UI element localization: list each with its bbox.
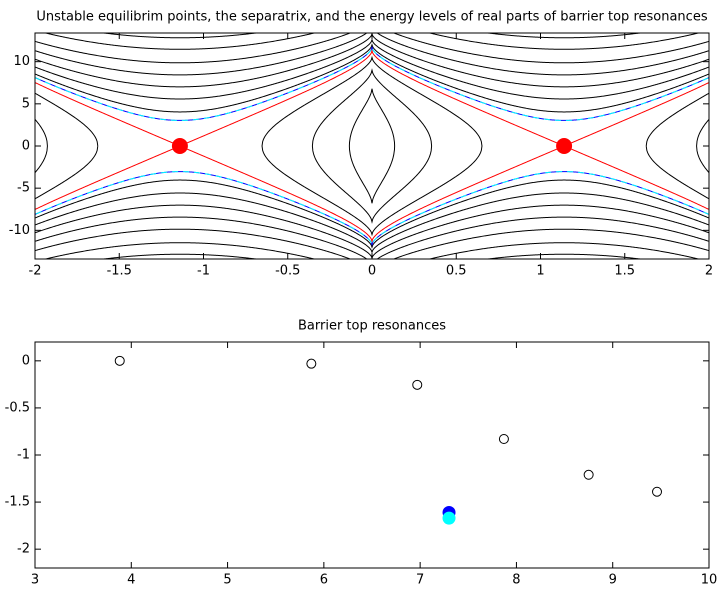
contour-line <box>348 88 396 204</box>
x-tick-label: 4 <box>127 573 135 588</box>
contour-line <box>261 55 483 237</box>
contour-line <box>311 68 433 224</box>
x-tick-label: 1.5 <box>614 264 635 279</box>
data-point <box>114 355 125 366</box>
x-tick-label: 3 <box>31 573 39 588</box>
x-tick-label: -0.5 <box>275 264 300 279</box>
contour-line <box>35 33 709 259</box>
y-tick-label: -1 <box>17 448 30 463</box>
plot-area <box>114 355 663 525</box>
x-tick-label: -2 <box>29 264 42 279</box>
x-tick-label: 0.5 <box>446 264 467 279</box>
x-tick-label: 8 <box>512 573 520 588</box>
data-point <box>583 469 594 480</box>
x-tick-label: -1 <box>197 264 210 279</box>
y-tick-label: -2 <box>17 542 30 557</box>
data-point <box>412 379 423 390</box>
x-tick-label: 10 <box>701 573 718 588</box>
y-tick-label: 0 <box>22 139 30 154</box>
contour-line <box>35 33 709 259</box>
data-point <box>652 486 663 497</box>
x-tick-label: 5 <box>223 573 231 588</box>
contour-line <box>35 45 709 247</box>
chart-title: Barrier top resonances <box>298 319 446 334</box>
contour-line <box>35 38 709 254</box>
contour-line <box>35 43 709 249</box>
plot-area <box>35 33 709 259</box>
data-point <box>442 511 456 525</box>
x-tick-label: 6 <box>320 573 328 588</box>
y-tick-label: -1.5 <box>5 495 30 510</box>
data-point <box>498 433 509 444</box>
equilibrium-point <box>556 138 573 154</box>
y-tick-label: -0.5 <box>5 400 30 415</box>
equilibrium-point <box>171 138 188 154</box>
x-tick-label: -1.5 <box>107 264 132 279</box>
y-tick-label: 10 <box>13 54 30 69</box>
y-tick-label: -5 <box>17 181 30 196</box>
y-tick-label: 0 <box>22 353 30 368</box>
contour-line <box>696 119 709 173</box>
contour-line <box>100 33 644 259</box>
contour-line <box>645 92 709 200</box>
contour-line <box>35 119 48 173</box>
y-tick-label: 5 <box>22 96 30 111</box>
contour-line <box>35 92 99 200</box>
contour-line <box>35 49 709 243</box>
x-tick-label: 0 <box>368 264 376 279</box>
y-tick-label: -10 <box>9 223 30 238</box>
x-tick-label: 9 <box>609 573 617 588</box>
x-tick-label: 2 <box>705 264 713 279</box>
contour-line <box>43 33 701 259</box>
x-tick-label: 7 <box>416 573 424 588</box>
x-tick-label: 1 <box>536 264 544 279</box>
data-point <box>306 358 317 369</box>
chart-title: Unstable equilibrim points, the separatr… <box>36 10 707 25</box>
